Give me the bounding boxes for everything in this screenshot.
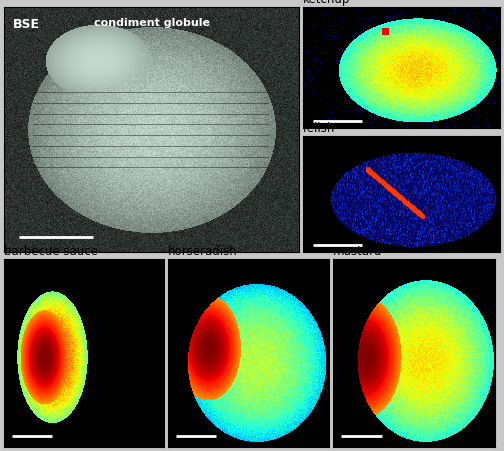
Text: barbecue sauce: barbecue sauce bbox=[4, 244, 98, 257]
Text: relish: relish bbox=[303, 121, 335, 134]
Text: ketchup: ketchup bbox=[303, 0, 350, 6]
Text: BSE: BSE bbox=[13, 18, 40, 31]
Text: mustard: mustard bbox=[333, 244, 383, 257]
Text: horseradish: horseradish bbox=[168, 244, 238, 257]
Text: condiment globule: condiment globule bbox=[94, 18, 210, 28]
